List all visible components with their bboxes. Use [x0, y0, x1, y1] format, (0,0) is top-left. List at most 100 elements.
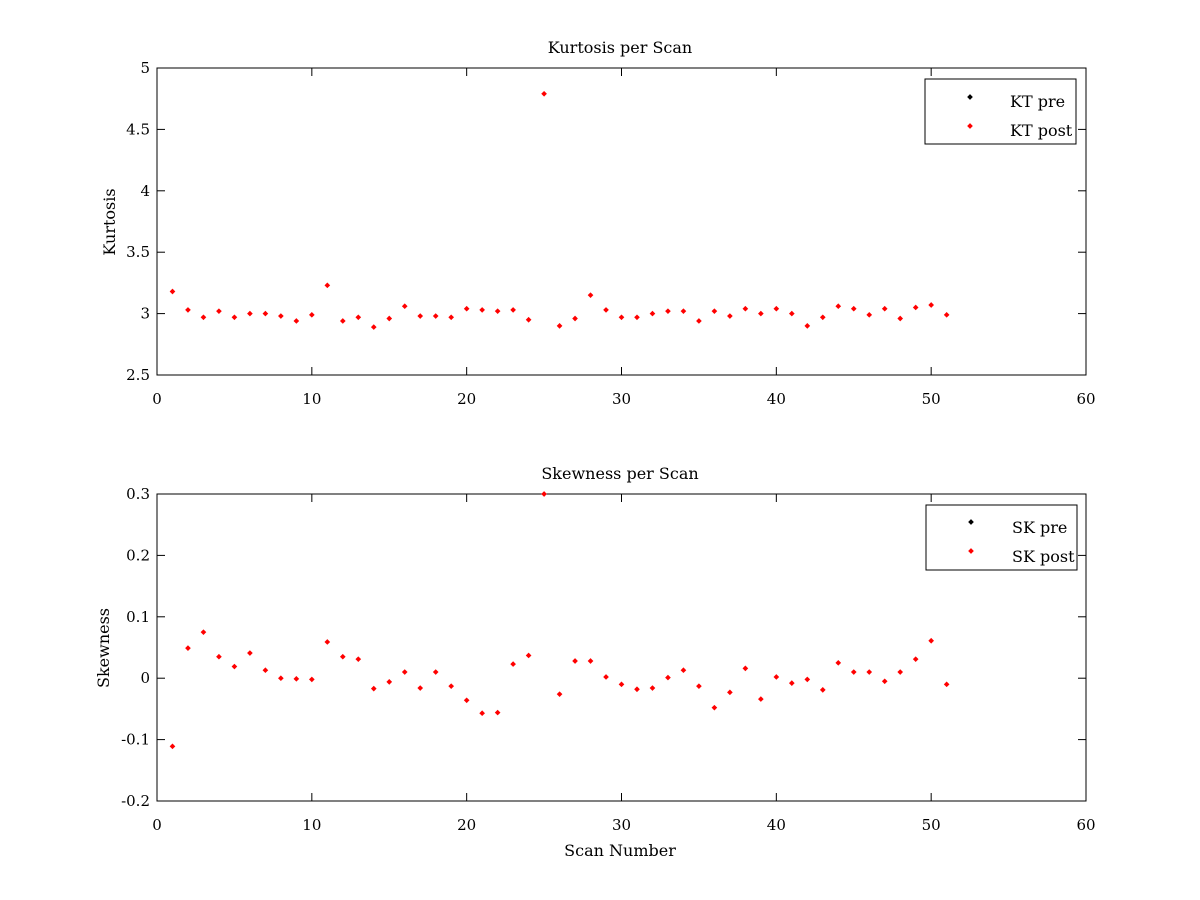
- skewness-legend-post-marker: [968, 548, 974, 554]
- skewness-data-point: [370, 685, 377, 692]
- skewness-data-point: [324, 639, 331, 645]
- skewness-data-point: [185, 645, 191, 651]
- kurtosis-data-point: [494, 308, 501, 314]
- kurtosis-xtick-label: 30: [612, 390, 631, 408]
- kurtosis-legend-box: [924, 78, 1077, 145]
- kurtosis-data-point: [216, 308, 222, 314]
- kurtosis-xtick-label: 0: [152, 390, 162, 408]
- kurtosis-plot-area: 0 10 20 30 40 50 60 2.5 3 3.5 4 4.5 5: [126, 59, 1095, 408]
- skewness-panel: Skewness per Scan Skewness Scan Number 0…: [94, 464, 1096, 860]
- skewness-data-point: [417, 685, 424, 691]
- kurtosis-data-point: [649, 310, 656, 317]
- kurtosis-data-point: [742, 305, 749, 312]
- skewness-legend-pre-label: SK pre: [1012, 518, 1067, 537]
- skewness-data-point: [247, 650, 253, 656]
- kurtosis-data-point: [370, 324, 377, 330]
- skewness-data-point: [680, 667, 687, 674]
- kurtosis-ytick-label: 4: [140, 182, 150, 200]
- kurtosis-ylabel: Kurtosis: [100, 188, 119, 255]
- skewness-data-point: [897, 669, 904, 675]
- skewness-data-point: [634, 686, 640, 693]
- kurtosis-legend-pre-label: KT pre: [1010, 92, 1065, 111]
- skewness-data-point: [355, 656, 362, 662]
- kurtosis-xtick-label: 50: [922, 390, 941, 408]
- skewness-ytick-label: -0.1: [121, 731, 150, 749]
- skewness-data-point: [603, 674, 609, 680]
- skewness-data-point: [448, 683, 455, 690]
- skewness-data-point: [727, 689, 733, 696]
- skewness-ytick-label: 0: [140, 669, 150, 687]
- skewness-data-point: [401, 669, 408, 675]
- kurtosis-data-point: [200, 314, 207, 321]
- kurtosis-data-point: [850, 305, 857, 312]
- skewness-data-point: [881, 678, 888, 685]
- skewness-data-point: [541, 491, 547, 497]
- skewness-ylabel: Skewness: [94, 608, 113, 688]
- kurtosis-ytick-label: 2.5: [126, 366, 150, 384]
- skewness-ytick-label: 0.3: [126, 485, 150, 503]
- skewness-data-point: [309, 676, 315, 683]
- skewness-data-point: [293, 675, 300, 682]
- skewness-data-point: [525, 652, 532, 659]
- skewness-data-point: [804, 676, 811, 683]
- skewness-xtick-label: 50: [922, 816, 941, 834]
- kurtosis-data-point: [881, 305, 888, 312]
- kurtosis-ytick-label: 3: [140, 305, 150, 323]
- kurtosis-data-point: [634, 314, 640, 321]
- kurtosis-data-point: [231, 314, 238, 321]
- skewness-ytick-label: -0.2: [121, 792, 150, 810]
- kurtosis-data-point: [169, 288, 176, 295]
- skewness-data-point: [200, 629, 207, 635]
- kurtosis-data-point: [448, 314, 455, 321]
- kurtosis-data-point: [432, 313, 439, 319]
- kurtosis-panel: Kurtosis per Scan Kurtosis 0 10 20 30 40 50 60…: [100, 38, 1096, 408]
- kurtosis-data-point: [943, 311, 950, 318]
- kurtosis-data-point: [804, 323, 811, 329]
- skewness-data-point: [742, 665, 749, 672]
- skewness-data-point: [262, 667, 269, 674]
- kurtosis-data-point: [339, 318, 346, 324]
- skewness-data-point: [928, 637, 934, 644]
- skewness-data-point: [169, 743, 176, 750]
- skewness-xtick-label: 40: [767, 816, 786, 834]
- kurtosis-xtick-label: 10: [302, 390, 321, 408]
- skewness-data-point: [835, 660, 842, 666]
- skewness-ytick-label: 0.2: [126, 546, 150, 564]
- skewness-data-point: [494, 709, 501, 716]
- kurtosis-data-point: [758, 310, 764, 317]
- skewness-xtick-label: 60: [1076, 816, 1095, 834]
- skewness-data-point: [788, 680, 795, 686]
- skewness-plot-area: 0 10 20 30 40 50 60 -0.2 -0.1 0 0.1 0.2 0.3: [121, 485, 1095, 834]
- kurtosis-ytick-label: 5: [140, 59, 150, 77]
- skewness-data-point: [943, 681, 950, 688]
- skewness-title: Skewness per Scan: [541, 464, 698, 483]
- kurtosis-legend-pre-marker: [967, 94, 973, 100]
- kurtosis-data-point: [680, 308, 687, 314]
- kurtosis-data-point: [262, 310, 269, 317]
- kurtosis-data-point: [355, 314, 362, 321]
- skewness-legend: SK pre SK post: [925, 504, 1078, 571]
- kurtosis-data-point: [386, 315, 393, 322]
- kurtosis-data-point: [309, 311, 315, 318]
- kurtosis-data-point: [401, 303, 408, 310]
- skewness-data-point: [463, 697, 470, 704]
- kurtosis-data-point: [912, 304, 919, 311]
- skewness-data-point: [556, 691, 563, 697]
- kurtosis-data-point: [773, 305, 780, 312]
- skewness-ytick-label: 0.1: [126, 608, 150, 626]
- kurtosis-data-point: [696, 318, 702, 324]
- skewness-xtick-label: 10: [302, 816, 321, 834]
- kurtosis-data-point: [324, 282, 331, 289]
- skewness-data-point: [278, 675, 284, 682]
- skewness-data-point: [912, 656, 919, 662]
- skewness-data-point: [479, 710, 485, 717]
- skewness-data-point: [510, 661, 516, 667]
- kurtosis-data-point: [835, 303, 842, 310]
- skewness-data-point: [866, 669, 873, 675]
- kurtosis-data-point: [819, 314, 826, 321]
- kurtosis-data-point: [587, 292, 594, 299]
- kurtosis-data-point: [463, 305, 470, 312]
- kurtosis-title: Kurtosis per Scan: [548, 38, 692, 57]
- kurtosis-data-point: [417, 313, 424, 319]
